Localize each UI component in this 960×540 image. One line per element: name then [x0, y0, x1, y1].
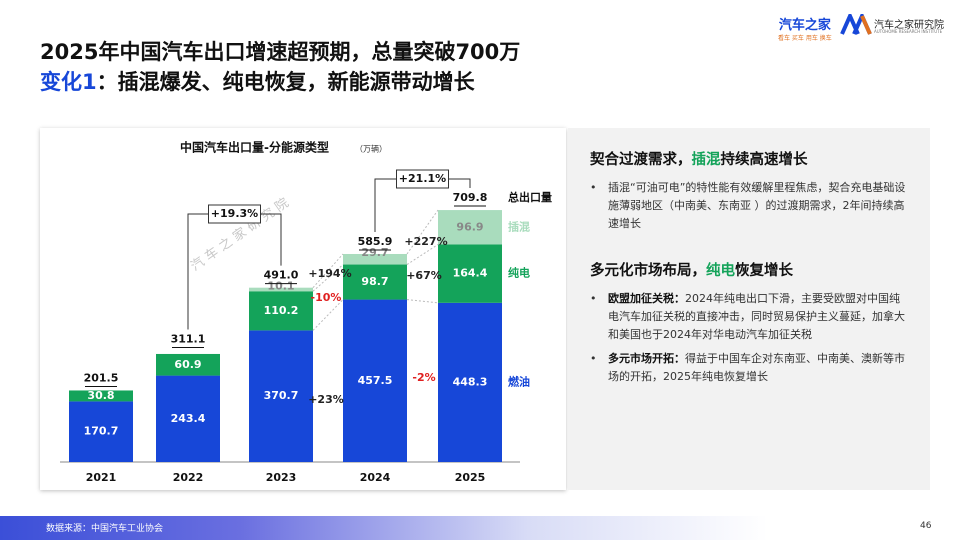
total-label: 709.8 — [453, 191, 488, 204]
value-label: 370.7 — [264, 389, 299, 402]
connector — [406, 209, 439, 255]
bullet-text: 得益于中国车企对东南亚、中南美、澳新等市场的开拓，2025年纯电恢复增长 — [608, 352, 905, 383]
value-label: 60.9 — [174, 358, 201, 371]
bar-segment — [343, 299, 407, 462]
institute-logo: 汽车之家研究院 AUTOHOME RESEARCH INSTITUTE — [840, 11, 944, 40]
bullet: 多元市场开拓：得益于中国车企对东南亚、中南美、澳新等市场的开拓，2025年纯电恢… — [590, 350, 906, 386]
annotation: +23% — [308, 393, 344, 406]
chart-title: 中国汽车出口量-分能源类型 — [180, 140, 329, 155]
growth-box — [208, 204, 261, 224]
series-name: 纯电 — [508, 266, 530, 280]
total-label: 311.1 — [171, 333, 206, 346]
heading-part: 契合过渡需求， — [590, 152, 692, 168]
slide-subtitle: 变化1：插混爆发、纯电恢复，新能源带动增长 — [40, 66, 475, 96]
series-name: 插混 — [508, 219, 530, 233]
total-label: 585.9 — [358, 235, 393, 248]
value-label: 243.4 — [171, 412, 206, 425]
slide-title: 2025年中国汽车出口增速超预期，总量突破700万 — [40, 40, 521, 64]
bar-segment — [249, 291, 313, 331]
institute-name: 汽车之家研究院 — [874, 20, 944, 31]
heading: 多元化市场布局，纯电恢复增长 — [590, 259, 930, 280]
institute-en: AUTOHOME RESEARCH INSTITUTE — [874, 29, 943, 34]
value-label: 98.7 — [361, 275, 388, 288]
value-label: 10.1 — [267, 280, 294, 293]
bar-segment — [249, 287, 313, 292]
heading: 契合过渡需求，插混持续高速增长 — [590, 148, 930, 169]
bar-segment — [438, 302, 502, 462]
annotation: -10% — [311, 291, 342, 304]
value-label: 96.9 — [456, 220, 483, 233]
bar-segment — [438, 244, 502, 303]
value-label: 170.7 — [84, 425, 119, 438]
connector — [312, 253, 344, 289]
annotation: +194% — [308, 267, 351, 280]
bar-segment — [156, 353, 220, 376]
page-number: 46 — [920, 521, 932, 531]
bullet: 插混“可油可电”的特性能有效缓解里程焦虑，契合充电基础设施薄弱地区（中南美、东南… — [590, 179, 906, 233]
autohome-logo: 汽车之家 看车 买车 用车 换车 — [778, 14, 832, 42]
logo-tagline: 看车 买车 用车 换车 — [778, 35, 832, 42]
x-tick-label: 2025 — [455, 471, 486, 484]
bar-segment — [343, 264, 407, 300]
value-label: 448.3 — [453, 375, 488, 388]
annotation: +227% — [404, 235, 447, 248]
x-tick-label: 2023 — [266, 471, 297, 484]
annotation: -2% — [412, 371, 435, 384]
logo-mark — [840, 11, 872, 35]
bullet-label: 欧盟加征关税： — [608, 292, 685, 305]
bar-segment — [69, 390, 133, 402]
series-name: 总出口量 — [508, 190, 552, 204]
connector — [406, 299, 439, 304]
bar-segment — [69, 401, 133, 462]
heading-part: 恢复增长 — [735, 263, 793, 279]
bar-segment — [249, 330, 313, 462]
bar-segment — [438, 210, 502, 245]
growth-label: +19.3% — [211, 207, 258, 220]
bar-segment — [156, 375, 220, 462]
chart: 中国汽车出口量-分能源类型 （万辆） 汽 车 之 家 研 究 院 2021170… — [60, 140, 552, 484]
annotation: +67% — [406, 269, 442, 282]
series-name: 燃油 — [507, 374, 530, 388]
chart-unit: （万辆） — [355, 144, 387, 154]
value-label: 29.7 — [361, 246, 388, 259]
connector — [312, 299, 344, 331]
x-tick-label: 2022 — [173, 471, 204, 484]
heading-part: 多元化市场布局， — [590, 263, 706, 279]
heading-highlight: 插混 — [691, 152, 721, 168]
bar-segment — [343, 253, 407, 265]
value-label: 164.4 — [453, 267, 488, 280]
growth-box — [396, 169, 449, 189]
source: 数据来源：中国汽车工业协会 — [46, 524, 164, 534]
x-tick-label: 2024 — [360, 471, 391, 484]
x-tick-label: 2021 — [86, 471, 117, 484]
value-label: 30.8 — [87, 389, 114, 402]
footer-bar: 数据来源：中国汽车工业协会 46 — [0, 516, 960, 540]
bullet-label: 多元市场开拓： — [608, 352, 685, 365]
subtitle-text: ：插混爆发、纯电恢复，新能源带动增长 — [96, 70, 475, 94]
total-label: 201.5 — [84, 371, 119, 384]
heading-highlight: 纯电 — [706, 263, 735, 279]
logo-text: 汽车之家 — [778, 18, 831, 33]
subtitle-prefix: 变化1 — [40, 70, 97, 94]
value-label: 457.5 — [358, 374, 393, 387]
value-label: 110.2 — [264, 304, 299, 317]
heading-part: 持续高速增长 — [720, 152, 808, 168]
bullet: 欧盟加征关税：2024年纯电出口下滑，主要受欧盟对中国纯电汽车加征关税的直接冲击… — [590, 290, 906, 344]
growth-label: +21.1% — [399, 172, 446, 185]
bullet-text: 2024年纯电出口下滑，主要受欧盟对中国纯电汽车加征关税的直接冲击，同时贸易保护… — [608, 292, 905, 341]
insight-panel: 契合过渡需求，插混持续高速增长 插混“可油可电”的特性能有效缓解里程焦虑，契合充… — [568, 128, 930, 490]
connector — [312, 264, 344, 292]
total-label: 491.0 — [264, 269, 299, 282]
